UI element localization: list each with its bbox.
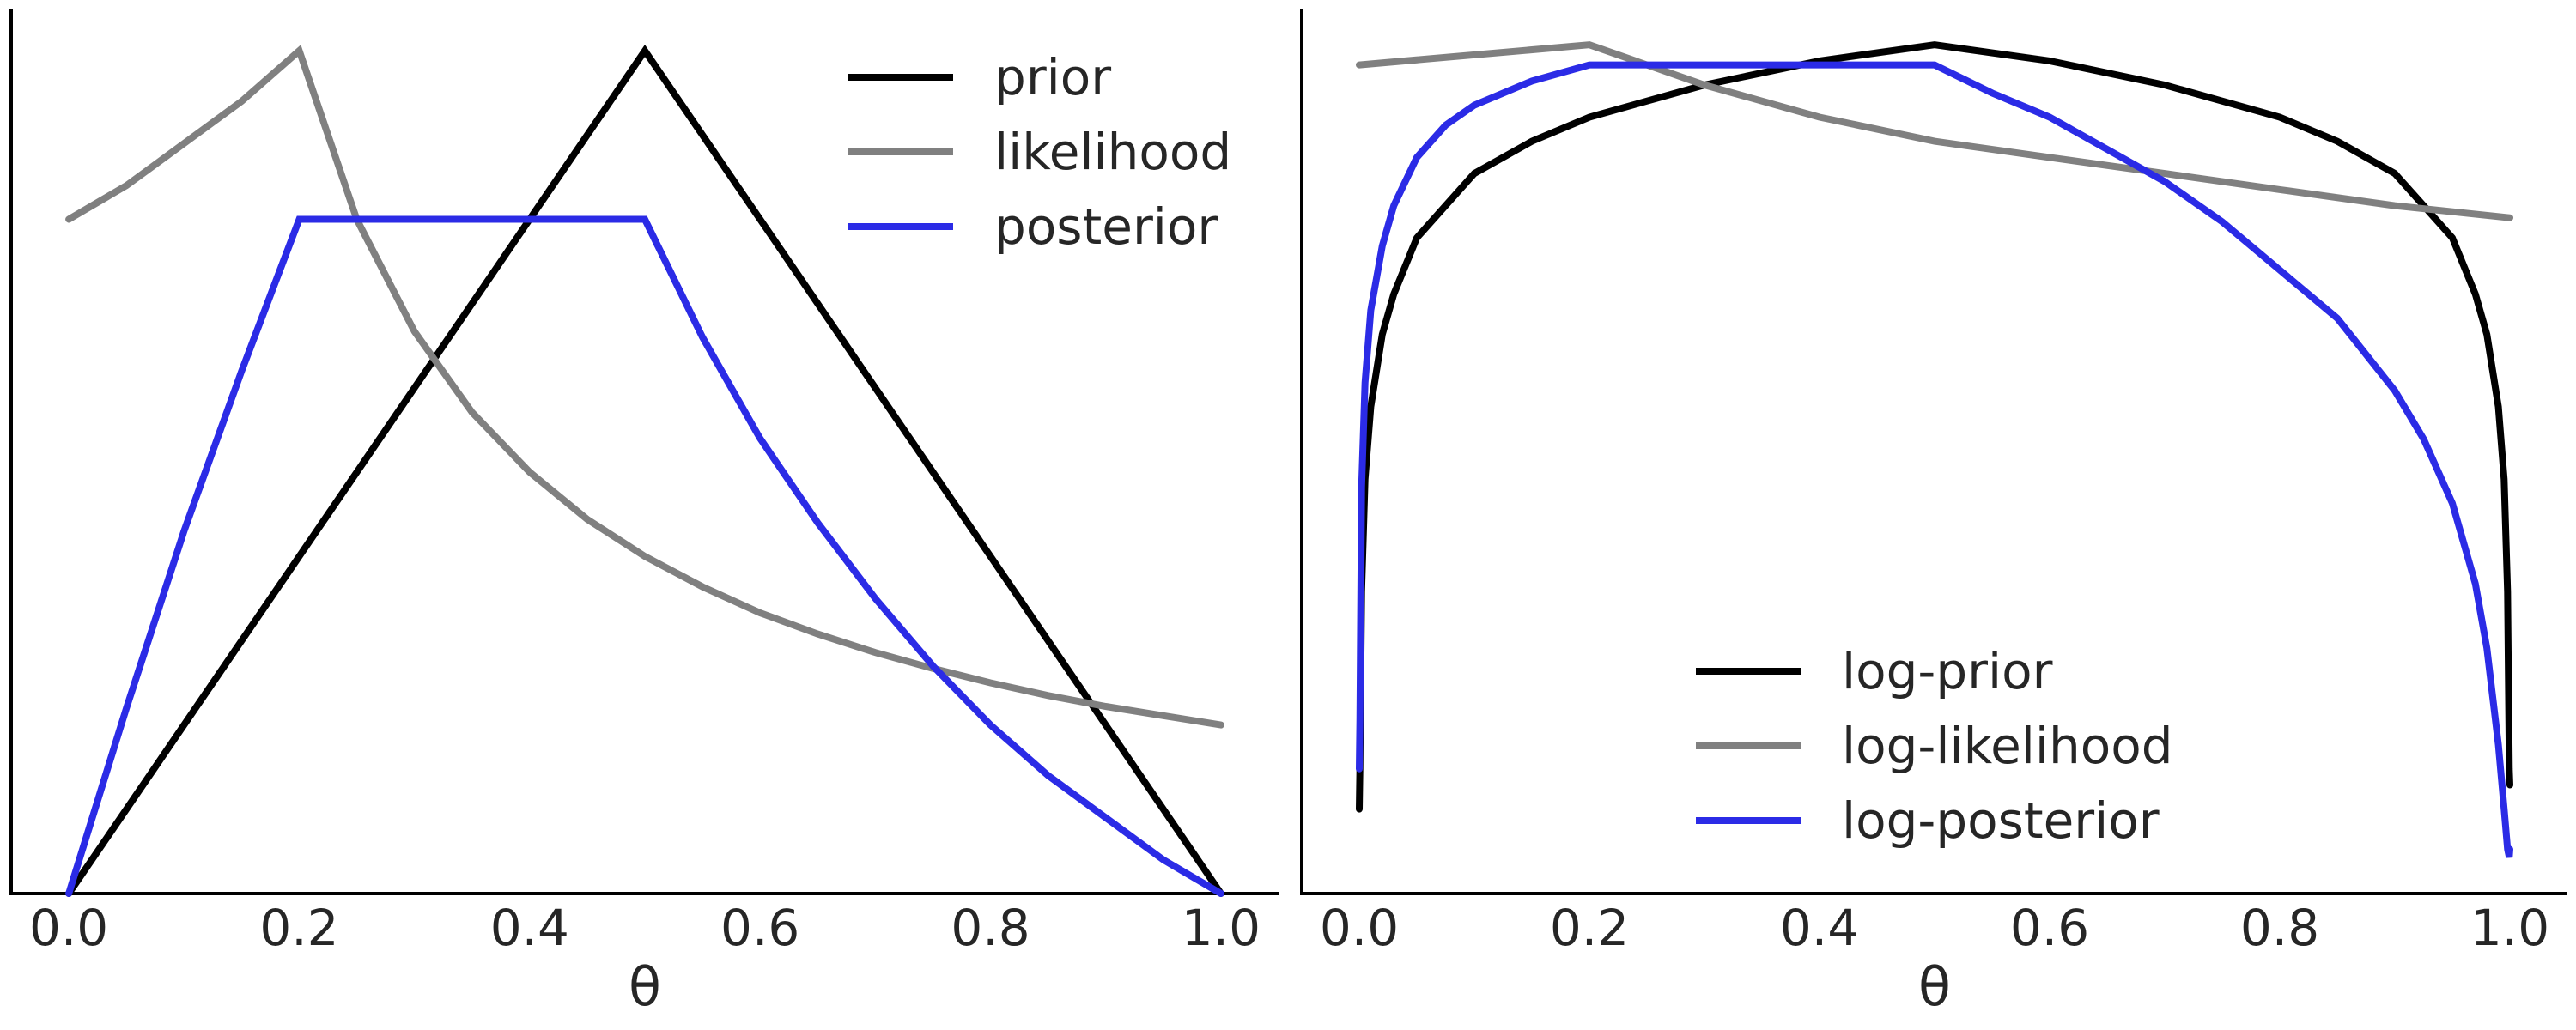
right-legend: log-prior log-likelihood log-posterior [1696,642,2173,850]
left-x-axis-label: θ [629,955,661,1018]
left-x-tick-label: 1.0 [1182,899,1261,957]
legend-label-log-posterior: log-posterior [1842,791,2160,850]
series-line-log-prior [1356,41,2513,813]
right-x-tick-label: 0.4 [1780,899,1859,957]
left-x-tick-label: 0.8 [951,899,1030,957]
right-x-axis-label: θ [1918,955,1951,1018]
right-x-tick-label: 0.2 [1550,899,1629,957]
legend-label-log-prior: log-prior [1842,642,2053,700]
right-x-tick-label: 0.0 [1320,899,1399,957]
series-line-log-likelihood [1356,41,2513,221]
series-line-log-posterior [1356,61,2513,858]
series-line-prior [65,45,1224,897]
series-line-likelihood [65,45,1224,729]
left-x-tick-label: 0.2 [259,899,338,957]
right-panel: 0.0 0.2 0.4 0.6 0.8 1.0 θ log-prior log-likeliho… [1300,9,2567,1018]
legend-label-log-likelihood: log-likelihood [1842,717,2173,775]
right-x-tick-label: 0.8 [2240,899,2319,957]
legend-label-likelihood: likelihood [994,123,1231,181]
right-x-tick-label: 1.0 [2470,899,2549,957]
right-x-tick-label: 0.6 [2010,899,2089,957]
left-legend: prior likelihood posterior [848,48,1231,256]
left-x-tick-label: 0.4 [490,899,569,957]
legend-label-prior: prior [994,48,1111,106]
series-line-posterior [65,215,1224,897]
left-x-tick-label: 0.6 [720,899,799,957]
left-x-tick-label: 0.0 [29,899,108,957]
left-panel: 0.0 0.2 0.4 0.6 0.8 1.0 θ prior likelihood poster… [9,9,1279,1018]
legend-label-posterior: posterior [994,197,1218,256]
